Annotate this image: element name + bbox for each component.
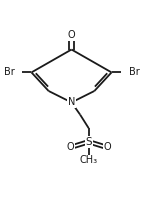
Text: Br: Br <box>4 67 14 77</box>
Text: O: O <box>103 142 111 153</box>
Text: S: S <box>85 137 92 147</box>
Text: Br: Br <box>129 67 139 77</box>
Text: O: O <box>66 142 74 153</box>
Text: N: N <box>68 97 75 107</box>
Text: O: O <box>68 30 75 40</box>
Text: CH₃: CH₃ <box>80 155 98 165</box>
